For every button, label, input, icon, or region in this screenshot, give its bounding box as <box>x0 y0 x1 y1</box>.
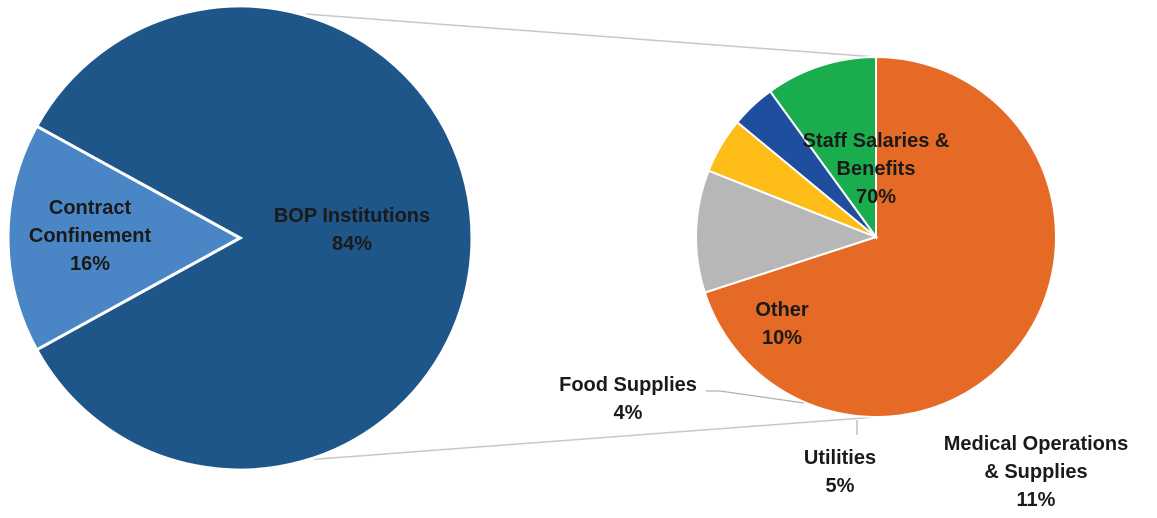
label-line-staff-salaries-and: Benefits <box>837 158 916 180</box>
label-contract: Contract Confinement 16% <box>29 197 152 275</box>
sub-slice-medical-operations <box>695 169 879 294</box>
sub-slice-other <box>768 55 877 241</box>
leader-food-supplies <box>706 390 805 404</box>
connector-line-bottom <box>304 416 877 461</box>
label-line-contract: Contract <box>49 197 132 219</box>
label-medical-operations: Medical Operations & Supplies 11% <box>944 433 1129 511</box>
connector-line-top <box>304 13 877 58</box>
main-slice-contract <box>6 124 244 352</box>
label-line-contract: Confinement <box>29 225 152 247</box>
label-line-medical-operations: Medical Operations <box>944 433 1129 455</box>
connector-lines <box>304 13 877 461</box>
label-food-supplies: Food Supplies 4% <box>559 374 697 424</box>
main-pie <box>6 4 474 472</box>
slice-labels: BOP Institutions 84% Contract Confinement 16… <box>29 130 1128 511</box>
value-other: 10% <box>762 327 802 349</box>
value-utilities: 5% <box>826 475 855 497</box>
label-line-food-supplies: Food Supplies <box>559 374 697 396</box>
label-other: Other 10% <box>755 299 809 349</box>
value-medical-operations: 11% <box>1017 489 1056 511</box>
label-staff-salaries-and: Staff Salaries & Benefits 70% <box>803 130 950 208</box>
value-contract: 16% <box>70 253 110 275</box>
value-bop-institutions: 84% <box>332 233 372 255</box>
leader-lines <box>706 390 858 435</box>
secondary-pie <box>695 55 1057 418</box>
label-line-staff-salaries-and: Staff Salaries & <box>803 130 950 152</box>
label-utilities: Utilities 5% <box>804 447 876 497</box>
label-line-bop-institutions: BOP Institutions <box>274 205 430 227</box>
label-line-medical-operations: & Supplies <box>984 461 1087 483</box>
label-line-other: Other <box>755 299 809 321</box>
label-line-utilities: Utilities <box>804 447 876 469</box>
value-food-supplies: 4% <box>614 402 643 424</box>
sub-slice-staff-salaries-and <box>703 55 1057 418</box>
label-bop-institutions: BOP Institutions 84% <box>274 205 430 255</box>
value-staff-salaries-and: 70% <box>856 186 896 208</box>
main-slice-bop-institutions <box>34 4 474 472</box>
